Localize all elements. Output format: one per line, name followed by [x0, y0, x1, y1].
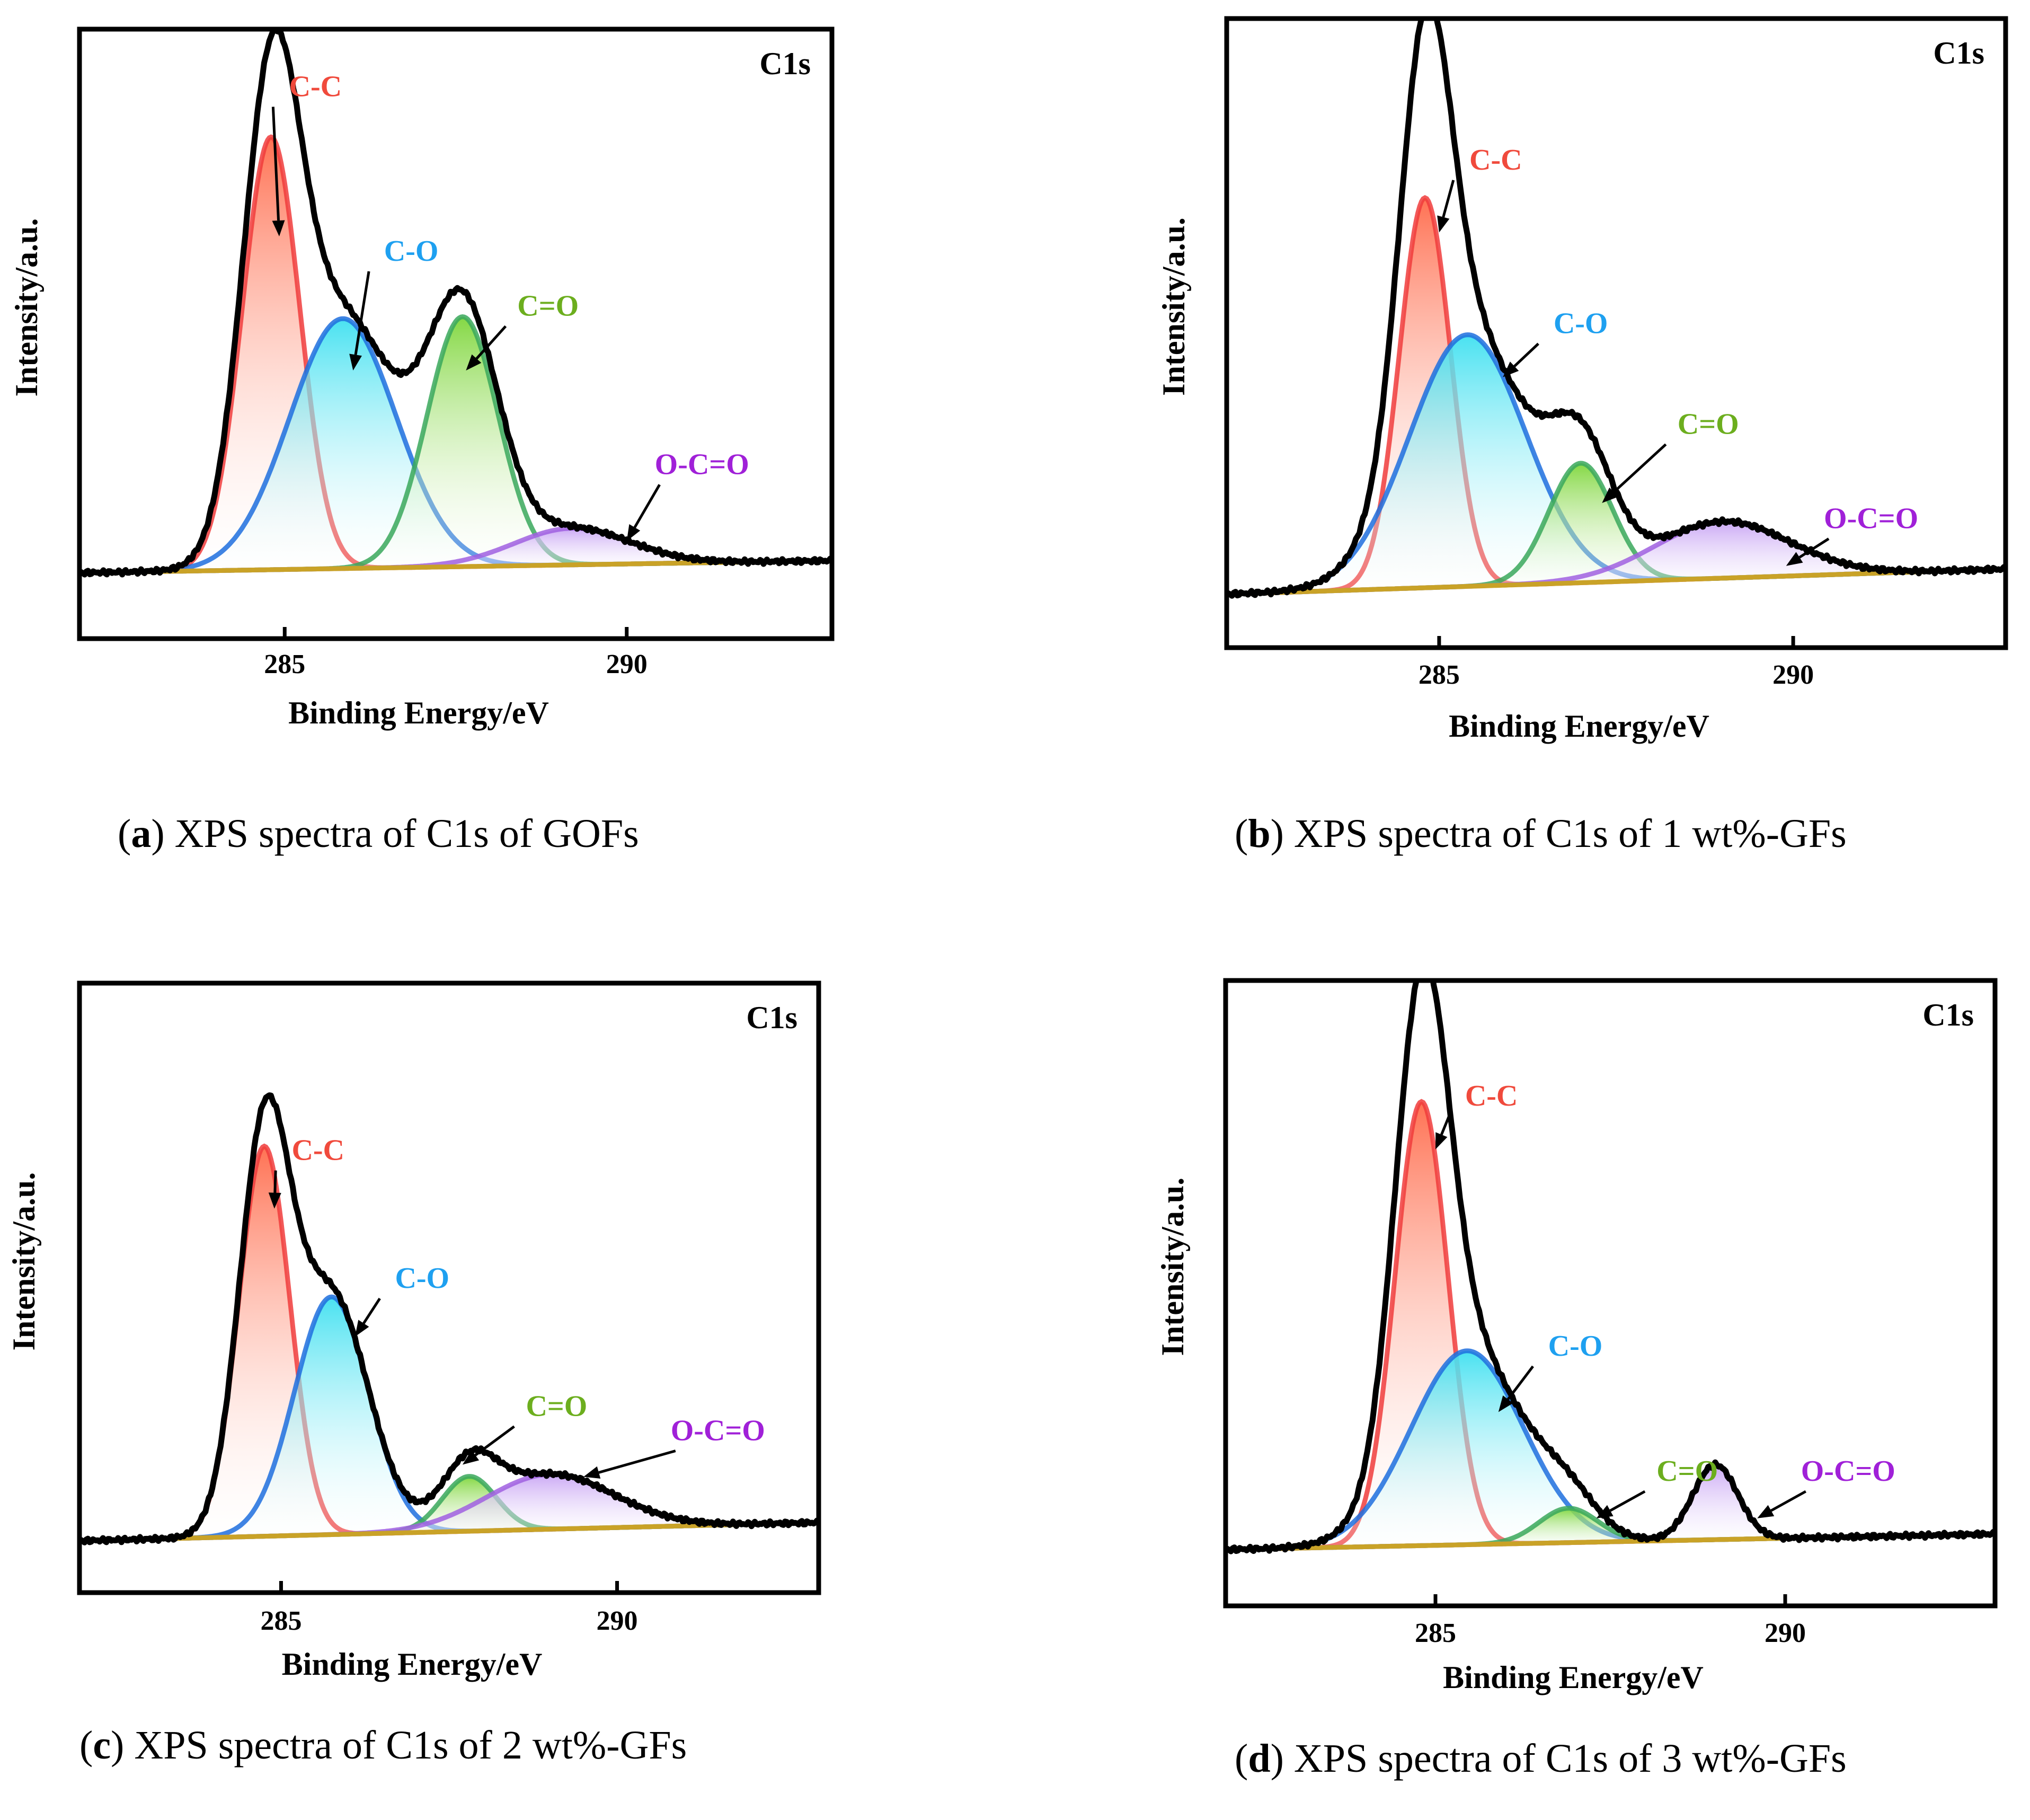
pd-c-o-peak-fill [1226, 1350, 1995, 1550]
pa-c-o-peak-fill [79, 319, 832, 573]
pb-c-o-peak-fill [1227, 334, 2006, 595]
pa-c-o-arrow [349, 271, 370, 370]
pa-x-tick-label-290: 290 [606, 649, 648, 679]
panel-d-chart: 285 290 Binding Energy/eV Intensity/a.u. C1s… [1155, 978, 1998, 1695]
pc-c-o-arrow [354, 1297, 381, 1337]
pa-x-tick-label-285: 285 [264, 649, 305, 679]
pb-o-c-o-label: O-C=O [1824, 502, 1918, 535]
pc-c-o-arrow [462, 1425, 515, 1465]
panel-c-chart: 285 290 Binding Energy/eV Intensity/a.u. C1s… [6, 980, 821, 1682]
pb-c-c-arrow [1437, 180, 1455, 233]
pc-o-c-o-label: O-C=O [671, 1415, 765, 1447]
pb-x-axis-label: Binding Energy/eV [1449, 709, 1709, 744]
pd-c-c-label: C-C [1465, 1080, 1518, 1112]
pa-c-c-label: C-C [289, 70, 342, 103]
panel-d-caption-text: XPS spectra of C1s of 3 wt%-GFs [1283, 1736, 1847, 1781]
pd-c-o-label: C-O [1548, 1330, 1603, 1363]
pa-c-o-label: C=O [517, 290, 579, 323]
pb-x-tick-label-290: 290 [1772, 660, 1814, 690]
pd-o-c-o-arrow [1757, 1490, 1807, 1518]
pa-envelope-line [79, 29, 832, 578]
pd-x-tick-label-285: 285 [1415, 1618, 1456, 1648]
panel-b-chart: 285 290 Binding Energy/eV Intensity/a.u. C1s… [1156, 16, 2008, 744]
pa-o-c-o-label: O-C=O [655, 448, 749, 481]
panel-a-chart: 285 290 Binding Energy/eV Intensity/a.u. C1s… [9, 26, 835, 730]
pb-c-o-arrow [1602, 443, 1667, 503]
pc-c-o-label: C=O [526, 1390, 587, 1423]
pd-x-tick-label-290: 290 [1765, 1618, 1806, 1648]
pd-x-axis-label: Binding Energy/eV [1443, 1660, 1704, 1695]
pa-o-c-o-arrow [626, 484, 661, 541]
pd-c-o-arrow [1596, 1490, 1646, 1518]
pb-c-o-peak-fill [1227, 463, 2006, 595]
pc-o-c-o-peak-fill [79, 1474, 819, 1541]
pb-x-tick-label-285: 285 [1419, 660, 1460, 690]
panel-d-caption-letter: d [1248, 1736, 1271, 1781]
pa-c-c-peak-fill [79, 137, 832, 573]
panel-a-caption: (a) XPS spectra of C1s of GOFs [118, 811, 639, 856]
pd-o-c-o-label: O-C=O [1801, 1455, 1895, 1488]
pa-c-o-label: C-O [384, 235, 439, 268]
pc-c-o-peak-fill [79, 1476, 819, 1541]
pc-o-c-o-arrow [583, 1450, 676, 1479]
pb-c-o-label: C-O [1554, 307, 1608, 340]
pc-c-c-peak-line [79, 1143, 819, 1543]
pc-x-tick-label-285: 285 [260, 1606, 302, 1636]
pc-c-o-label: C-O [395, 1262, 449, 1295]
panel-d-caption: (d) XPS spectra of C1s of 3 wt%-GFs [1235, 1736, 1847, 1781]
pd-envelope-line [1226, 980, 1995, 1554]
pa-x-axis-label: Binding Energy/eV [288, 695, 549, 730]
pa-title: C1s [759, 46, 811, 81]
pc-c-c-label: C-C [291, 1134, 344, 1167]
pc-c-c-peak-fill [79, 1146, 819, 1541]
pc-title: C1s [746, 1000, 797, 1035]
pa-c-o-arrow [466, 325, 507, 370]
pc-y-axis-label: Intensity/a.u. [6, 1172, 41, 1351]
panel-c-caption-text: XPS spectra of C1s of 2 wt%-GFs [124, 1723, 687, 1768]
pd-y-axis-label: Intensity/a.u. [1155, 1178, 1190, 1356]
pc-baseline [79, 1520, 819, 1543]
panel-a-caption-letter: a [131, 811, 152, 856]
panel-b-caption: (b) XPS spectra of C1s of 1 wt%-GFs [1235, 811, 1847, 856]
pa-c-o-peak-fill [79, 316, 832, 573]
pd-plot-frame [1223, 978, 1998, 1609]
pd-title: C1s [1922, 997, 1974, 1032]
pa-plot-frame [77, 26, 835, 641]
panel-a-caption-text: XPS spectra of C1s of GOFs [164, 811, 639, 856]
pd-c-o-label: C=O [1656, 1455, 1718, 1488]
pd-c-o-arrow [1498, 1365, 1534, 1412]
pa-y-axis-label: Intensity/a.u. [9, 218, 44, 397]
pb-c-o-arrow [1503, 342, 1539, 377]
pb-c-c-label: C-C [1469, 144, 1522, 176]
panel-c-caption: (c) XPS spectra of C1s of 2 wt%-GFs [79, 1723, 687, 1768]
pc-c-c-arrow [268, 1170, 281, 1209]
pc-envelope-line [79, 1092, 819, 1545]
pb-o-c-o-arrow [1786, 537, 1830, 566]
pc-x-tick-label-290: 290 [597, 1606, 638, 1636]
pc-x-axis-label: Binding Energy/eV [282, 1647, 543, 1682]
panel-c-caption-letter: c [93, 1723, 111, 1768]
pd-c-c-arrow [1435, 1116, 1450, 1150]
pb-c-o-label: C=O [1678, 408, 1739, 440]
panel-b-caption-text: XPS spectra of C1s of 1 wt%-GFs [1283, 811, 1847, 856]
pb-baseline [1227, 567, 2006, 597]
pb-plot-frame [1224, 16, 2008, 650]
pb-y-axis-label: Intensity/a.u. [1156, 217, 1191, 396]
pa-c-c-arrow [271, 107, 285, 236]
panel-b-caption-letter: b [1248, 811, 1271, 856]
pc-plot-frame [77, 980, 821, 1595]
pb-title: C1s [1933, 36, 1984, 70]
